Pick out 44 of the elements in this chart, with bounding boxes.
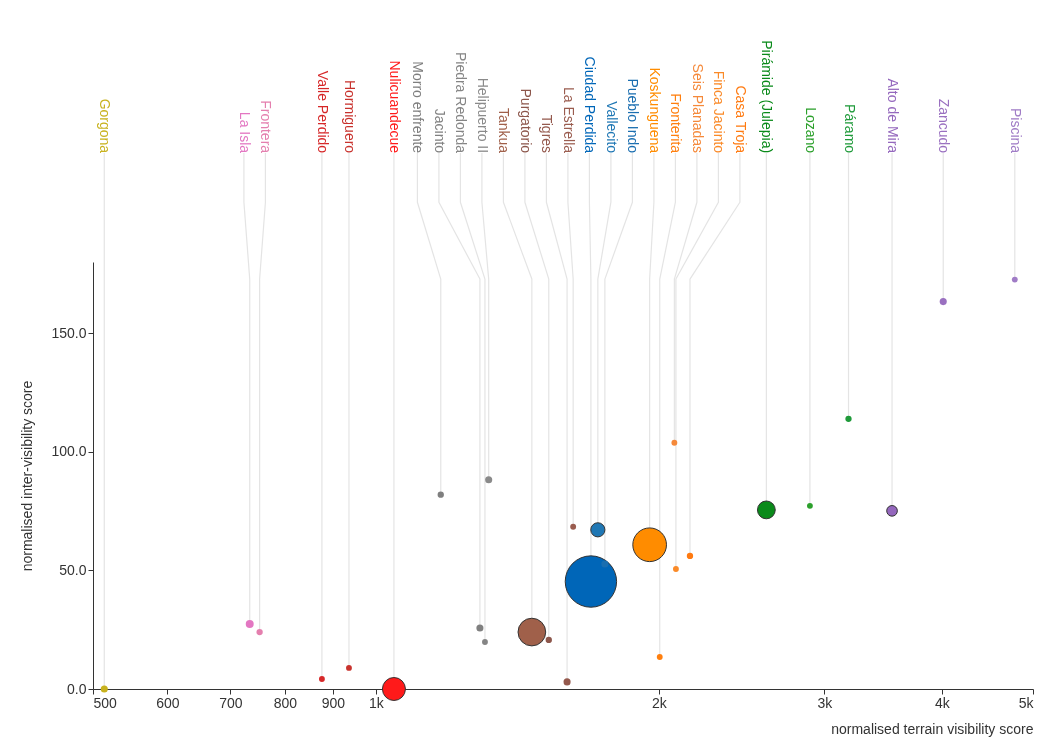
text: Tankua: [496, 107, 513, 154]
text: Casa Troja: [732, 85, 749, 154]
text: Gorgona: [97, 98, 114, 154]
x-tick-label: 1k: [369, 694, 385, 711]
text: Valle Perdido: [314, 70, 331, 154]
x-tick-label: 2k: [652, 694, 668, 711]
text: Hormiguero: [341, 79, 358, 154]
x-tick-label: 800: [273, 694, 298, 711]
x-tick-label: 700: [219, 694, 243, 711]
text: Zancudo: [936, 98, 953, 154]
text: Piedra Redonda: [453, 51, 470, 154]
text: La Isla: [236, 111, 253, 154]
text: Morro enfrente: [410, 61, 427, 154]
text: Pirámide (Julepia): [759, 40, 776, 154]
text: Ciudad Perdida: [582, 56, 599, 154]
text: Purgatorio: [517, 88, 534, 154]
y-axis-title: normalised inter-visibility score: [19, 380, 36, 572]
text: Vallecito: [603, 101, 620, 154]
y-tick-label: 100.0: [51, 443, 87, 460]
x-tick-label: 3k: [817, 694, 834, 711]
x-tick-label: 5k: [1018, 694, 1035, 711]
text: Tigres: [539, 114, 556, 154]
x-tick-label: 900: [321, 694, 346, 711]
y-tick-label: 50.0: [59, 561, 87, 578]
x-axis-title: normalised terrain visibility score: [831, 720, 1034, 737]
y-tick-label: 150.0: [51, 324, 87, 341]
text: Páramo: [841, 104, 858, 154]
text: Finca Jacinto: [711, 70, 728, 154]
text: Pueblo Indo: [625, 78, 642, 154]
text: Nulicuandecue: [386, 60, 403, 154]
text: La Estrella: [560, 86, 577, 154]
y-tick-label: 0.0: [67, 680, 87, 697]
x-tick-label: 600: [156, 694, 180, 711]
x-tick-label: 500: [93, 694, 118, 711]
x-tick-label: 4k: [935, 694, 951, 711]
text: Alto de Mira: [885, 78, 902, 154]
text: Seis Planadas: [689, 63, 706, 154]
text: Frontera: [258, 100, 275, 154]
text: Koskunguena: [646, 67, 663, 154]
text: Piscina: [1007, 107, 1024, 154]
text: Helipuerto II: [474, 77, 491, 154]
text: Fronterita: [668, 93, 685, 154]
text: Lozano: [802, 107, 819, 154]
text: Jacinto: [431, 108, 448, 154]
